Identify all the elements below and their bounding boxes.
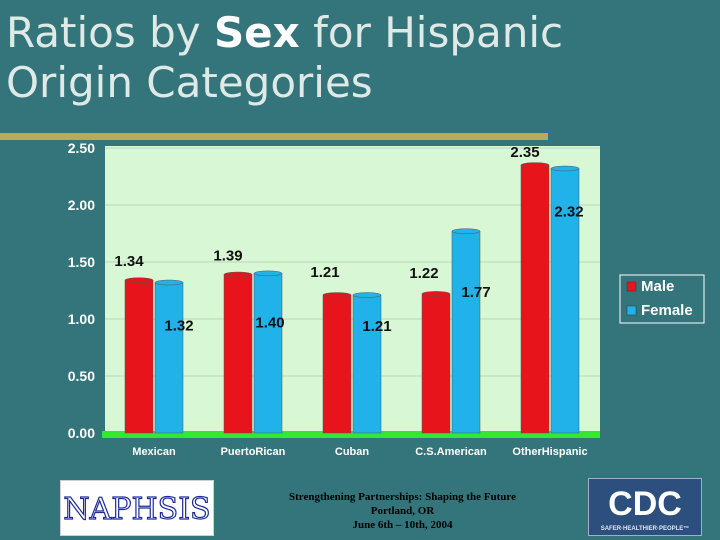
- x-tick-label: Cuban: [335, 446, 370, 458]
- cdc-logo-text: CDC: [608, 485, 682, 523]
- naphsis-logo-text: NAPHSIS: [63, 492, 210, 527]
- bar-top-male: [223, 271, 253, 278]
- data-label: 1.40: [255, 314, 284, 331]
- title-bold-word: Sex: [213, 8, 300, 57]
- plot-background: [105, 146, 600, 433]
- data-label: 1.77: [461, 284, 490, 301]
- data-label: 1.39: [213, 248, 242, 265]
- bar-top-female: [253, 270, 283, 277]
- bar-female: [451, 230, 481, 434]
- bar-top-female: [550, 165, 580, 172]
- bar-male: [322, 294, 352, 434]
- footer-line-1: Strengthening Partnerships: Shaping the …: [289, 491, 516, 503]
- naphsis-logo: NAPHSIS: [60, 480, 214, 536]
- bar-top-male: [421, 291, 451, 297]
- bar-top-male: [124, 277, 154, 283]
- bar-male: [421, 293, 451, 434]
- plot-floor: [102, 431, 600, 438]
- bar-male: [520, 164, 550, 434]
- footer-line-3: June 6th – 10th, 2004: [352, 519, 453, 531]
- x-tick-label: Mexican: [132, 446, 176, 458]
- y-tick-label: 0.50: [68, 368, 95, 384]
- legend-label-male: Male: [641, 278, 674, 295]
- legend-label-female: Female: [641, 302, 693, 319]
- data-label: 1.22: [409, 265, 438, 282]
- bar-top-male: [520, 162, 550, 168]
- naphsis-logo-mark: NAPHSIS: [63, 491, 211, 527]
- bar-top-female: [451, 228, 481, 234]
- data-label: 1.21: [362, 318, 391, 335]
- cdc-logo-mark: CDC SAFER·HEALTHIER·PEOPLE™: [589, 479, 701, 535]
- y-tick-label: 1.50: [68, 254, 95, 270]
- x-tick-label: PuertoRican: [221, 446, 286, 458]
- bars: [124, 162, 580, 434]
- footer-line-2: Portland, OR: [370, 505, 435, 517]
- title-divider: [0, 133, 548, 140]
- title-prefix: Ratios by: [6, 8, 214, 57]
- y-tick-label: 1.00: [68, 311, 95, 327]
- bar-female: [550, 168, 580, 434]
- data-label: 2.32: [554, 204, 583, 221]
- x-tick-label: C.S.American: [415, 446, 487, 458]
- bar-male: [223, 274, 253, 434]
- cdc-logo-tagline: SAFER·HEALTHIER·PEOPLE™: [601, 525, 690, 532]
- data-label: 1.21: [310, 264, 339, 281]
- bar-female: [154, 282, 184, 434]
- legend-swatch-male: [626, 281, 637, 292]
- slide-footer: Strengthening Partnerships: Shaping the …: [255, 490, 550, 532]
- cdc-logo: CDC SAFER·HEALTHIER·PEOPLE™: [588, 478, 702, 536]
- legend: Male Female: [619, 274, 705, 324]
- slide-title: Ratios by Sex for Hispanic Origin Catego…: [6, 8, 626, 108]
- y-axis: 0.00 0.50 1.00 1.50 2.00 2.50: [68, 140, 95, 441]
- bar-top-female: [352, 292, 382, 298]
- y-tick-label: 2.50: [68, 140, 95, 156]
- bar-top-female: [154, 279, 184, 286]
- y-tick-label: 0.00: [68, 425, 95, 441]
- bar-top-male: [322, 292, 352, 298]
- data-label: 1.32: [164, 318, 193, 335]
- y-tick-label: 2.00: [68, 197, 95, 213]
- bar-chart: 0.00 0.50 1.00 1.50 2.00 2.50 Mexican PuertoRi…: [68, 140, 705, 458]
- data-labels: 1.34 1.39 1.21 1.22 2.35 1.32 1.40 1.21 1.77 2.32: [114, 144, 583, 335]
- bar-male: [124, 279, 154, 434]
- data-label: 1.34: [114, 253, 144, 270]
- x-axis: Mexican PuertoRican Cuban C.S.American Other…: [132, 446, 587, 458]
- bar-female: [352, 294, 382, 434]
- title-suffix: for Hispanic Origin Categories: [6, 8, 564, 107]
- plot-area: [102, 146, 600, 438]
- legend-swatch-female: [626, 305, 637, 316]
- bar-female: [253, 273, 283, 434]
- data-label: 2.35: [510, 144, 539, 161]
- x-tick-label: OtherHispanic: [512, 446, 587, 458]
